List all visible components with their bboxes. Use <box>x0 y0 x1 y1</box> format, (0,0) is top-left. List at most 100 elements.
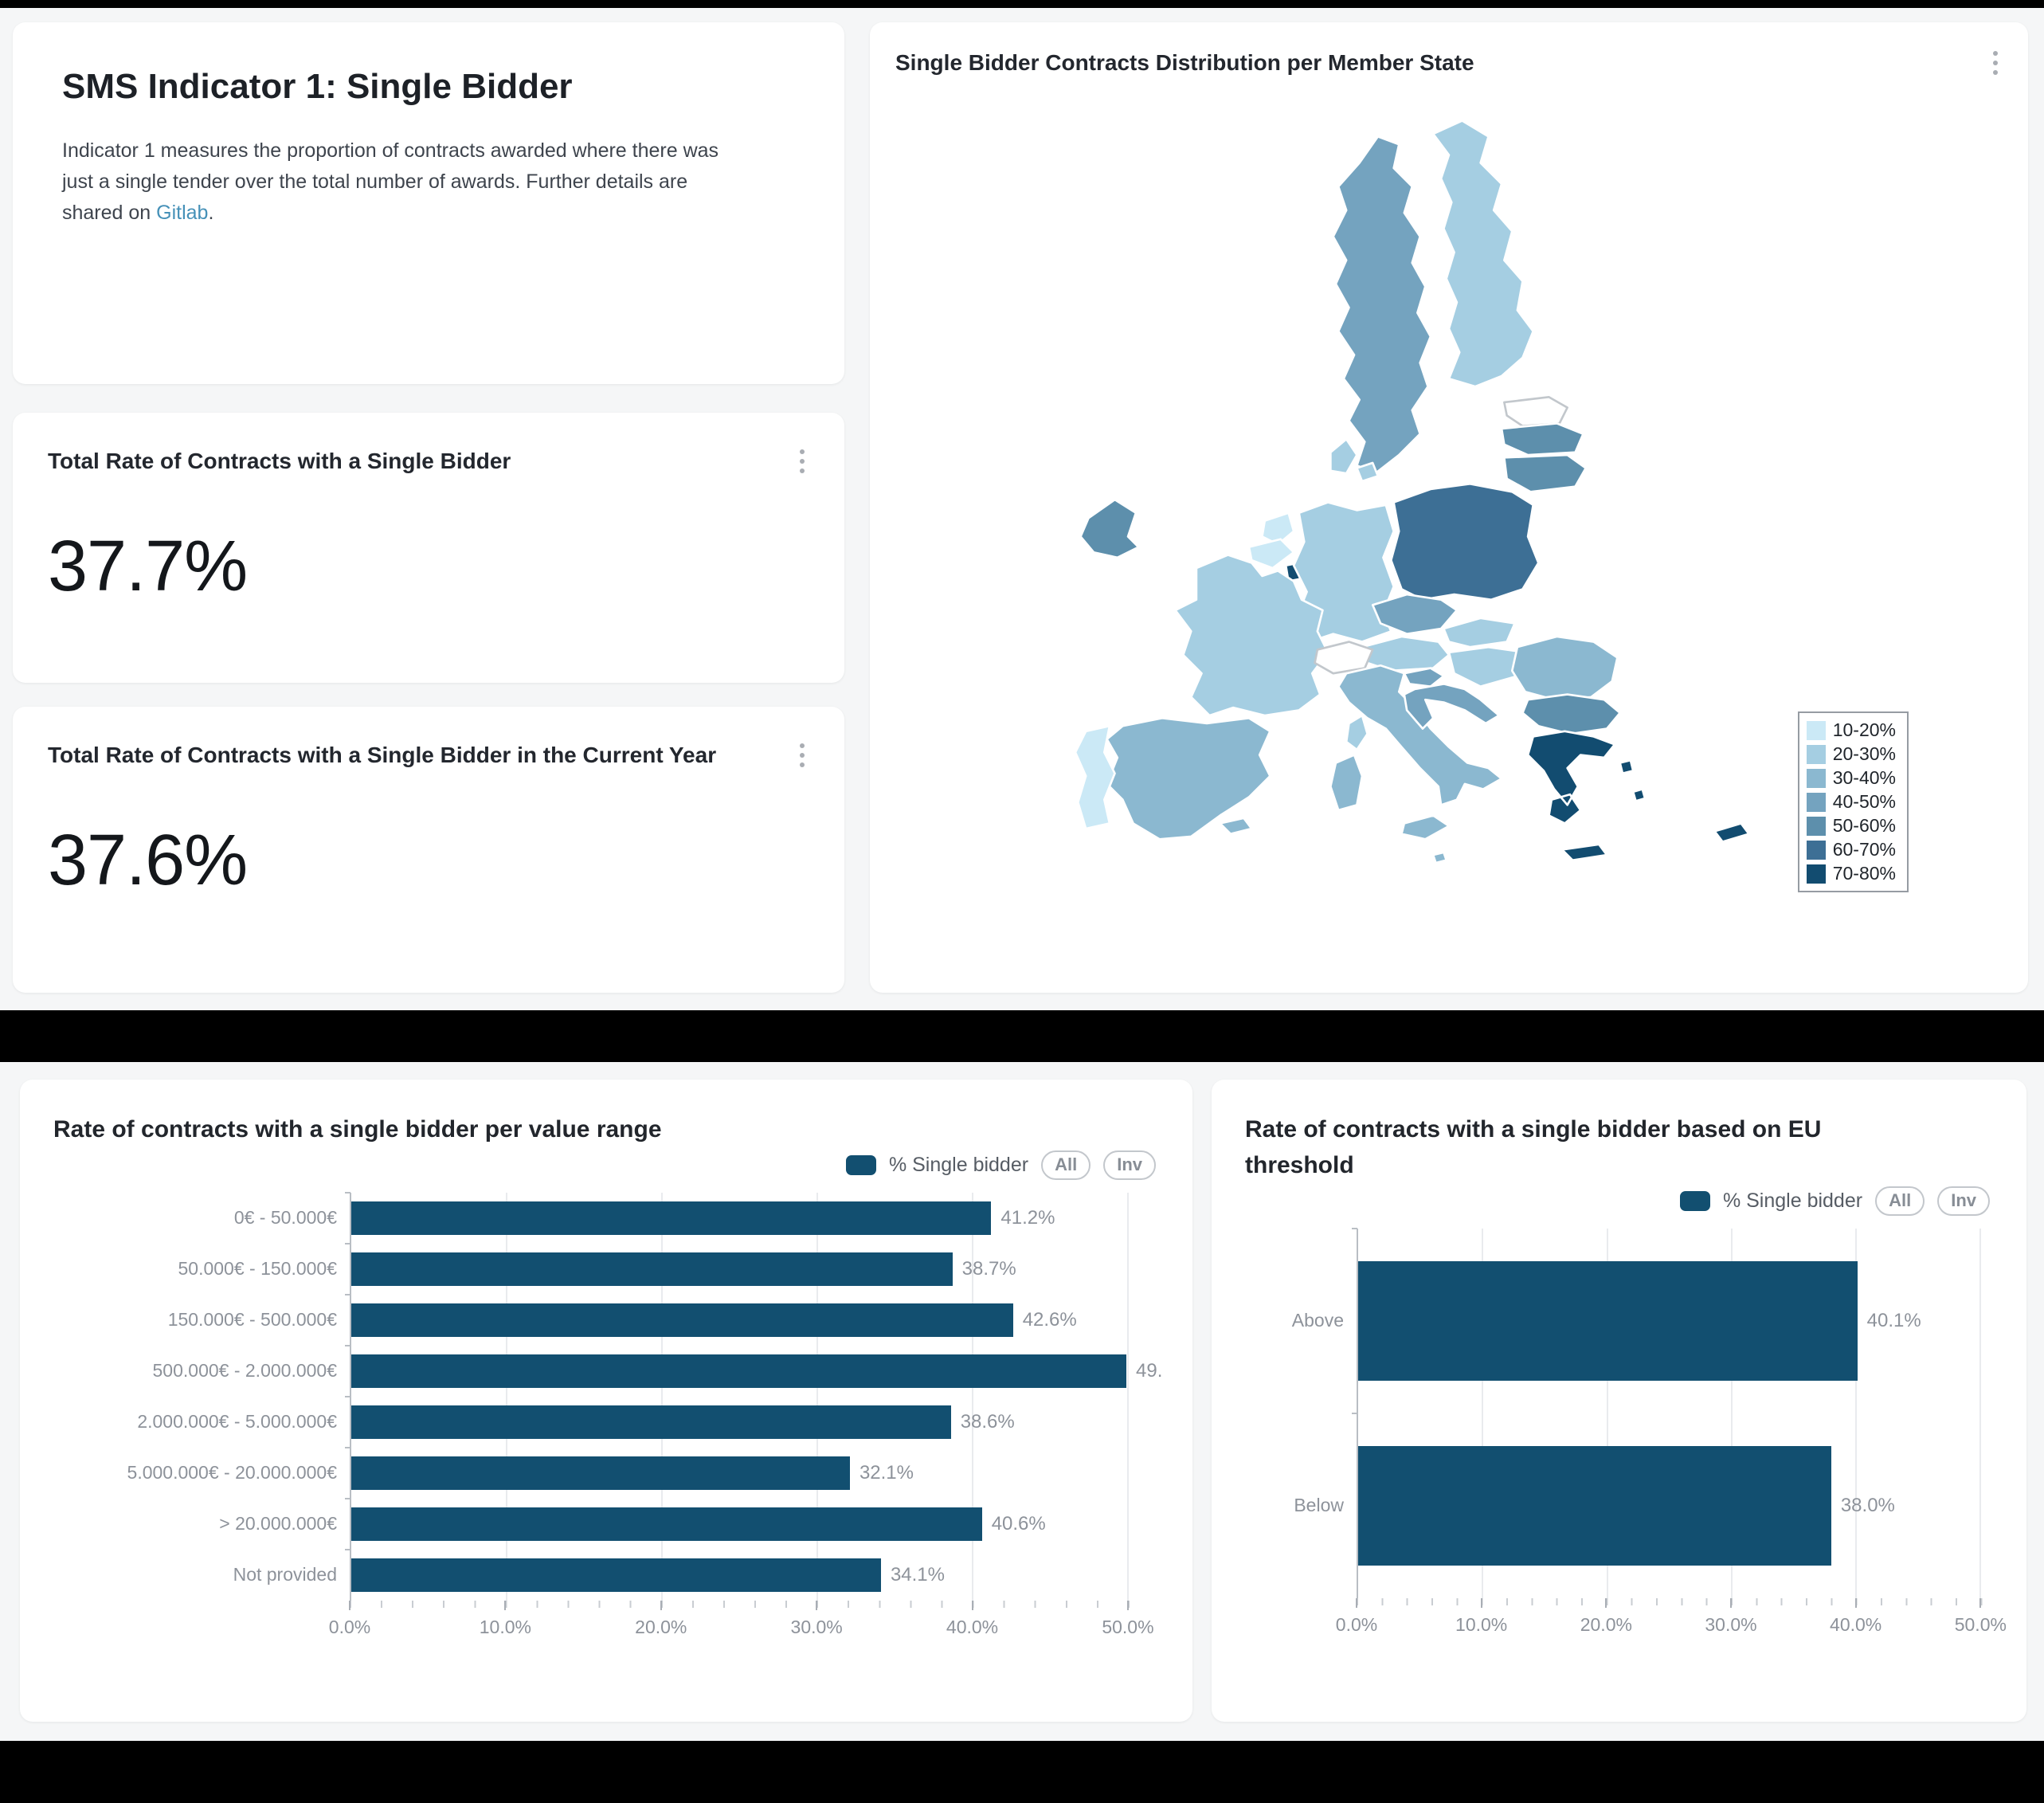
map-country-slovakia[interactable] <box>1443 617 1516 649</box>
kpi-title: Total Rate of Contracts with a Single Bi… <box>48 449 511 474</box>
chart-body: Above Below 40.1% 38.0% <box>1245 1227 1993 1598</box>
axis-tick-label: 50.0% <box>1954 1613 2007 1635</box>
category-label: Above <box>1291 1310 1344 1331</box>
map-country-slovenia[interactable] <box>1403 667 1445 688</box>
legend-all-button[interactable]: All <box>1041 1150 1091 1180</box>
map-country-ireland[interactable] <box>1079 498 1140 559</box>
map-country-spain[interactable] <box>1106 717 1271 841</box>
intro-description-period: . <box>208 201 214 224</box>
legend-inv-button[interactable]: Inv <box>1937 1186 1990 1216</box>
value-label: 42.6% <box>1022 1308 1077 1331</box>
legend-label: 40-50% <box>1832 791 1896 812</box>
value-label: 32.1% <box>859 1461 914 1484</box>
axis-tick-label: 30.0% <box>1705 1613 1757 1635</box>
value-label: 38.6% <box>960 1410 1015 1433</box>
axis-tick-label: 10.0% <box>479 1616 531 1637</box>
map-country-denmark[interactable] <box>1329 437 1380 483</box>
map-country-france[interactable] <box>1174 554 1369 751</box>
map-country-malta[interactable] <box>1431 851 1448 864</box>
bar-row: 38.0% <box>1352 1412 1993 1598</box>
value-label: 41.2% <box>1000 1206 1055 1229</box>
eu-threshold-chart-card: Rate of contracts with a single bidder b… <box>1212 1080 2026 1722</box>
bar-row: 40.6% <box>345 1497 1159 1550</box>
map-country-bulgaria[interactable] <box>1521 693 1622 735</box>
axis-tick <box>816 1600 818 1610</box>
map-country-belgium[interactable] <box>1247 538 1295 570</box>
category-axis: Above Below <box>1245 1229 1357 1598</box>
chart-title: Rate of contracts with a single bidder b… <box>1245 1116 1822 1178</box>
bar[interactable] <box>351 1507 982 1541</box>
gitlab-link[interactable]: Gitlab <box>156 201 209 224</box>
map-country-estonia[interactable] <box>1503 396 1568 428</box>
map-country-finland[interactable] <box>1431 120 1535 388</box>
map-country-romania[interactable] <box>1510 635 1619 701</box>
map-country-cyprus[interactable] <box>1713 822 1750 843</box>
top-border-band <box>0 0 2044 8</box>
europe-choropleth-map: 10-20% 20-30% 30-40% 40-50% 50-60% 60-70% 70-8… <box>895 81 2003 950</box>
chart-title: Rate of contracts with a single bidder p… <box>53 1116 662 1143</box>
bar[interactable] <box>351 1201 992 1235</box>
value-label: 38.0% <box>1840 1494 1895 1516</box>
series-swatch <box>845 1154 876 1175</box>
bottom-border-band <box>0 1741 2044 1803</box>
bar[interactable] <box>351 1354 1127 1388</box>
plot-area: 41.2% 38.7% 42.6% 49. 38.6% 32.1% 40.6% 34.1% <box>345 1191 1162 1601</box>
map-country-germany[interactable] <box>1292 501 1395 643</box>
map-country-lithuania[interactable] <box>1503 453 1588 493</box>
axis-tick <box>660 1600 662 1610</box>
axis-tick-label: 0.0% <box>1335 1613 1378 1635</box>
kebab-menu-icon[interactable] <box>795 739 809 772</box>
axis-tick <box>1979 1597 1982 1608</box>
map-country-croatia[interactable] <box>1403 683 1501 730</box>
map-country-netherlands[interactable] <box>1261 512 1295 546</box>
kebab-menu-icon[interactable] <box>1988 46 2003 80</box>
bar[interactable] <box>351 1303 1013 1337</box>
map-card: Single Bidder Contracts Distribution per… <box>870 22 2028 993</box>
bar[interactable] <box>1358 1260 1858 1381</box>
map-country-austria[interactable] <box>1361 635 1451 672</box>
map-country-czechia[interactable] <box>1371 593 1459 635</box>
axis-tick <box>1730 1597 1732 1608</box>
kebab-menu-icon[interactable] <box>795 445 809 478</box>
legend-inv-button[interactable]: Inv <box>1103 1150 1156 1180</box>
kpi-card-total: Total Rate of Contracts with a Single Bi… <box>13 413 844 684</box>
kpi-value: 37.6% <box>48 821 248 901</box>
gridline <box>816 1192 818 1601</box>
bar[interactable] <box>351 1558 881 1592</box>
bar[interactable] <box>351 1252 953 1286</box>
axis-tick <box>1605 1597 1607 1608</box>
legend-swatch <box>1806 792 1826 812</box>
map-country-sweden[interactable] <box>1332 135 1432 475</box>
value-label: 38.7% <box>961 1257 1016 1280</box>
category-label: 2.000.000€ - 5.000.000€ <box>137 1411 337 1433</box>
axis-tick-label: 50.0% <box>1102 1616 1154 1637</box>
map-country-latvia[interactable] <box>1500 422 1584 457</box>
gridline <box>1482 1228 1484 1598</box>
minor-ticks <box>350 1600 1159 1608</box>
bar[interactable] <box>351 1405 951 1439</box>
axis-tick <box>1480 1597 1482 1608</box>
bar[interactable] <box>351 1456 850 1490</box>
bar-row: 42.6% <box>345 1293 1159 1346</box>
axis-tick <box>971 1600 973 1610</box>
intro-card: SMS Indicator 1: Single Bidder Indicator… <box>13 22 844 385</box>
value-label: 40.6% <box>991 1512 1046 1535</box>
value-label: 40.1% <box>1866 1309 1921 1331</box>
legend-swatch <box>1806 768 1826 788</box>
value-label: 34.1% <box>890 1563 945 1585</box>
map-country-greece[interactable] <box>1526 730 1647 862</box>
bar[interactable] <box>1358 1445 1831 1566</box>
legend-swatch <box>1806 744 1826 764</box>
x-axis: 0.0% 10.0% 20.0% 30.0% 40.0% 50.0% <box>1336 1597 2007 1649</box>
map-country-portugal[interactable] <box>1074 724 1116 830</box>
map-country-poland[interactable] <box>1390 483 1540 602</box>
legend-all-button[interactable]: All <box>1875 1186 1925 1216</box>
chart-legend: % Single bidder All Inv <box>53 1150 1156 1180</box>
kpi-card-current-year: Total Rate of Contracts with a Single Bi… <box>13 707 844 993</box>
bar-row: 40.1% <box>1352 1227 1993 1413</box>
series-swatch <box>1679 1190 1710 1211</box>
gridline <box>1730 1228 1733 1598</box>
top-section: SMS Indicator 1: Single Bidder Indicator… <box>0 8 2044 1010</box>
bar-row: 38.6% <box>345 1395 1159 1448</box>
